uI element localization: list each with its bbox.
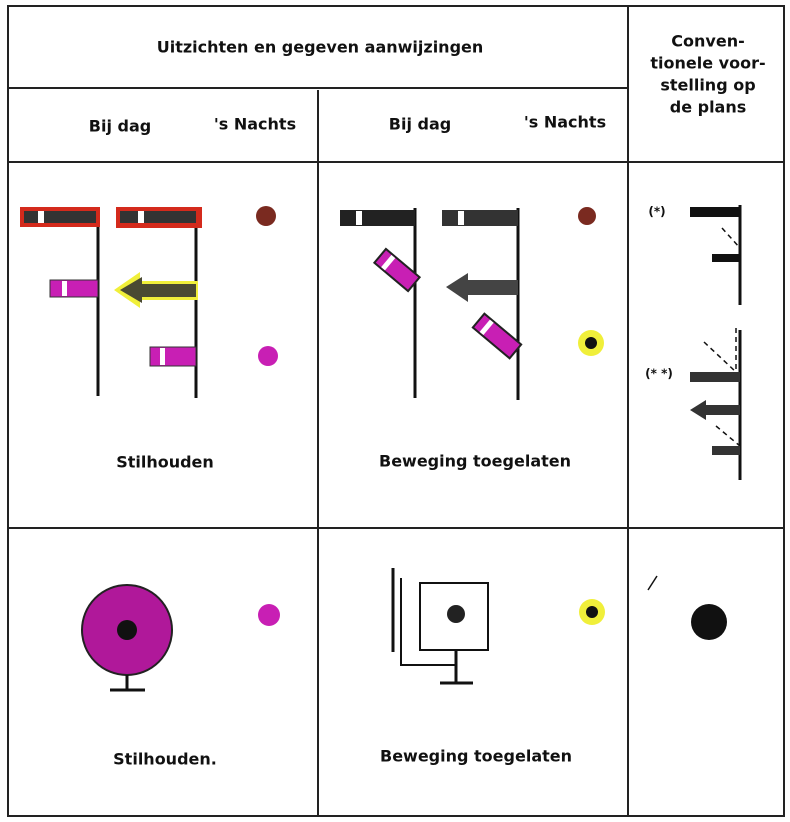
subheader: Bij dag bbox=[389, 115, 451, 134]
night-light bbox=[578, 207, 596, 225]
disc-signal-stop bbox=[81, 584, 280, 692]
arm-band bbox=[356, 211, 362, 225]
outer-border bbox=[7, 5, 785, 817]
caption: Stilhouden bbox=[116, 453, 214, 472]
symbol-dash bbox=[647, 575, 658, 591]
arm-band bbox=[381, 254, 396, 271]
symbol-arm bbox=[690, 372, 740, 382]
arrow-arm bbox=[120, 277, 196, 303]
header-title: Uitzichten en gegeven aanwijzingen bbox=[157, 38, 484, 57]
arm bbox=[442, 210, 518, 226]
annotation: (*) bbox=[648, 205, 665, 219]
symbol-disc bbox=[691, 604, 727, 640]
arm-band bbox=[38, 211, 44, 223]
caption: Beweging toegelaten bbox=[380, 747, 572, 766]
arm-band bbox=[160, 348, 165, 365]
conventional-header: de plans bbox=[670, 98, 747, 117]
night-light bbox=[256, 206, 276, 226]
conventional-header: stelling op bbox=[660, 76, 755, 95]
symbol-dash bbox=[721, 227, 741, 249]
night-light bbox=[585, 337, 597, 349]
night-light bbox=[586, 606, 598, 618]
symbol-arm bbox=[712, 446, 740, 455]
conventional-disc bbox=[647, 575, 727, 640]
symbol-arrow bbox=[690, 400, 740, 420]
subheader: Bij dag bbox=[89, 117, 151, 136]
symbol-arm bbox=[712, 254, 740, 262]
symbol-dash bbox=[715, 425, 741, 447]
subheader: 's Nachts bbox=[214, 115, 296, 134]
arm-band bbox=[458, 211, 464, 225]
annotation: (* *) bbox=[645, 367, 673, 381]
arm-magenta bbox=[149, 346, 197, 367]
arm-band bbox=[62, 281, 67, 296]
disc-center bbox=[117, 620, 137, 640]
conventional-header: Conven- bbox=[671, 32, 744, 51]
arm-tilted bbox=[372, 247, 422, 293]
disc-center bbox=[447, 605, 465, 623]
arrow-arm bbox=[446, 273, 518, 302]
arm-tilted bbox=[471, 312, 523, 360]
subheader: 's Nachts bbox=[524, 113, 606, 132]
arm-magenta bbox=[49, 279, 99, 298]
symbol-arm bbox=[690, 207, 740, 217]
caption: Stilhouden. bbox=[113, 750, 217, 769]
symbol-dash bbox=[703, 341, 737, 373]
proceed-signal-day bbox=[340, 207, 604, 400]
night-light bbox=[258, 346, 278, 366]
arm-magenta bbox=[471, 312, 523, 360]
conventional-symbols: (*) (* *) bbox=[645, 205, 742, 480]
arm-magenta bbox=[372, 247, 422, 293]
night-light bbox=[258, 604, 280, 626]
arm-band bbox=[479, 319, 494, 336]
arm bbox=[120, 211, 196, 223]
arm-band bbox=[138, 211, 144, 223]
arm bbox=[24, 211, 96, 223]
disc-signal-proceed bbox=[391, 568, 605, 685]
conventional-header: tionele voor- bbox=[650, 54, 765, 73]
stop-signal-day bbox=[20, 206, 278, 398]
edge bbox=[400, 578, 456, 666]
caption: Beweging toegelaten bbox=[379, 452, 571, 471]
arm bbox=[340, 210, 415, 226]
